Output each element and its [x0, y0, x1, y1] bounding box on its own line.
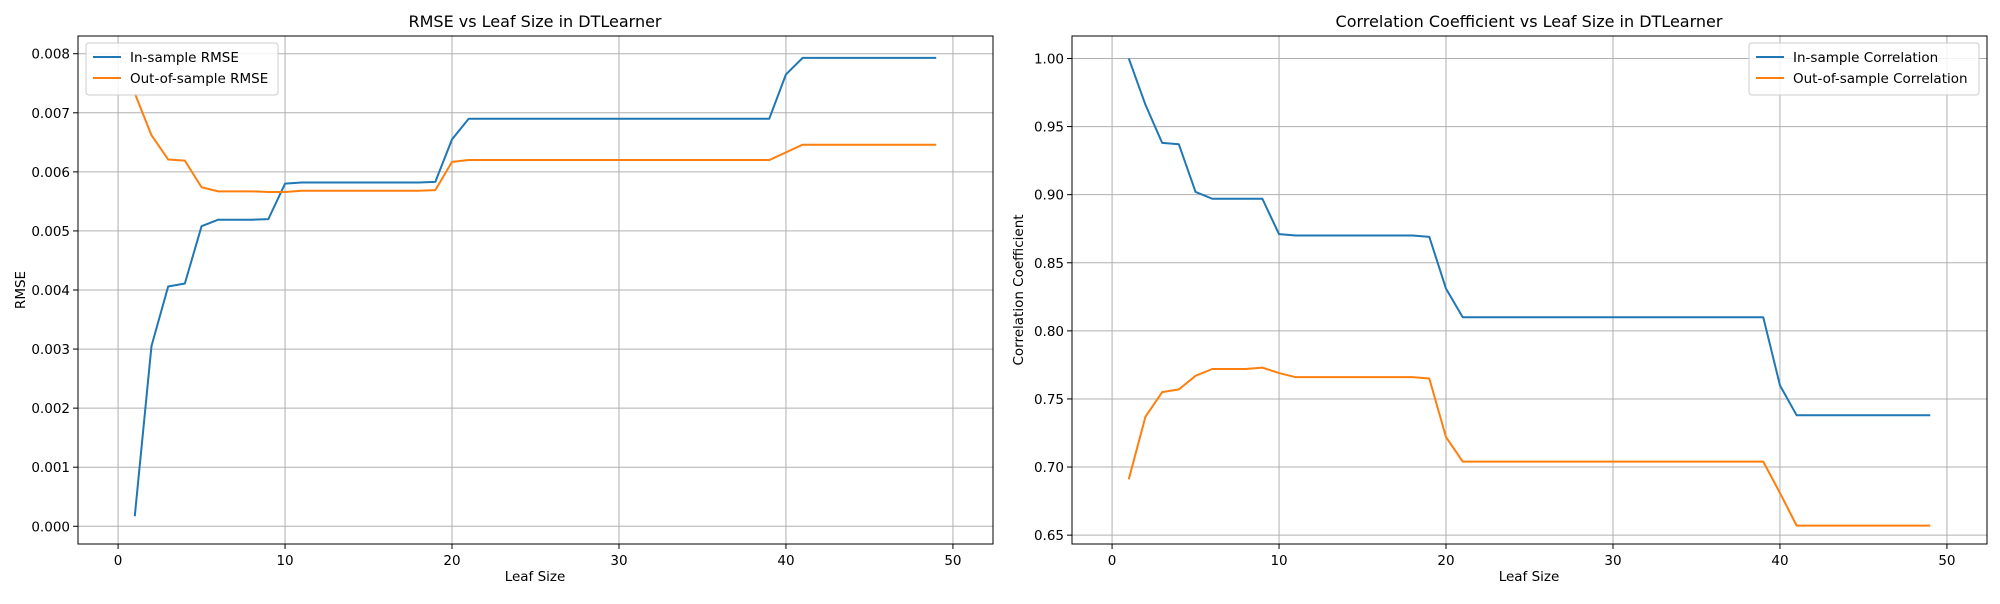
x-tick-label: 30 [610, 553, 627, 569]
y-tick-label: 0.80 [1034, 324, 1064, 340]
legend-label: In-sample RMSE [130, 50, 239, 66]
plot-frame [1071, 35, 1988, 545]
y-tick-label: 0.004 [31, 283, 70, 299]
x-tick-label: 40 [1771, 553, 1788, 569]
legend-label: Out-of-sample Correlation [1793, 71, 1968, 87]
y-tick-label: 0.90 [1034, 188, 1064, 204]
y-tick-label: 0.000 [31, 519, 70, 535]
legend-box [1748, 42, 1980, 96]
y-tick-label: 0.008 [31, 47, 70, 63]
chart-rmse: RMSE vs Leaf Size in DTLearner 0 10 20 30 40… [13, 12, 994, 585]
y-tick-label: 0.005 [31, 224, 70, 240]
x-tick-label: 10 [1270, 553, 1287, 569]
y-tick-label: 0.65 [1034, 528, 1064, 544]
legend-box [85, 42, 279, 96]
series-line-1 [133, 92, 937, 193]
y-tick-label: 0.001 [31, 460, 70, 476]
series-line-0 [1127, 58, 1931, 417]
y-axis-label: RMSE [13, 271, 29, 309]
chart-title: RMSE vs Leaf Size in DTLearner [409, 12, 662, 31]
series-line-0 [133, 56, 937, 517]
plot-frame [77, 35, 994, 545]
x-tick-label: 0 [1108, 553, 1117, 569]
y-tick-label: 0.75 [1034, 392, 1064, 408]
y-tick-label: 0.95 [1034, 120, 1064, 136]
y-axis-label: Correlation Coefficient [1011, 214, 1027, 365]
y-tick-label: 0.85 [1034, 256, 1064, 272]
y-tick-label: 0.007 [31, 106, 70, 122]
y-tick-label: 0.003 [31, 342, 70, 358]
series-line-1 [1127, 366, 1931, 527]
legend: In-sample Correlation Out-of-sample Corre… [1748, 42, 1980, 96]
chart-title: Correlation Coefficient vs Leaf Size in … [1336, 12, 1723, 31]
x-tick-label: 20 [443, 553, 460, 569]
x-tick-label: 40 [777, 553, 794, 569]
x-tick-label: 30 [1604, 553, 1621, 569]
y-tick-label: 0.002 [31, 401, 70, 417]
chart-correlation: Correlation Coefficient vs Leaf Size in … [1011, 12, 1988, 585]
x-tick-label: 50 [944, 553, 961, 569]
y-tick-label: 0.70 [1034, 460, 1064, 476]
y-tick-label: 0.006 [31, 165, 70, 181]
x-axis-label: Leaf Size [505, 569, 566, 585]
x-tick-label: 50 [1938, 553, 1955, 569]
x-tick-label: 10 [276, 553, 293, 569]
y-tick-label: 1.00 [1034, 51, 1064, 67]
legend-label: Out-of-sample RMSE [130, 71, 268, 87]
x-tick-label: 0 [114, 553, 123, 569]
x-tick-label: 20 [1437, 553, 1454, 569]
legend-label: In-sample Correlation [1793, 50, 1938, 66]
x-axis-label: Leaf Size [1499, 569, 1560, 585]
legend: In-sample RMSE Out-of-sample RMSE [85, 42, 279, 96]
